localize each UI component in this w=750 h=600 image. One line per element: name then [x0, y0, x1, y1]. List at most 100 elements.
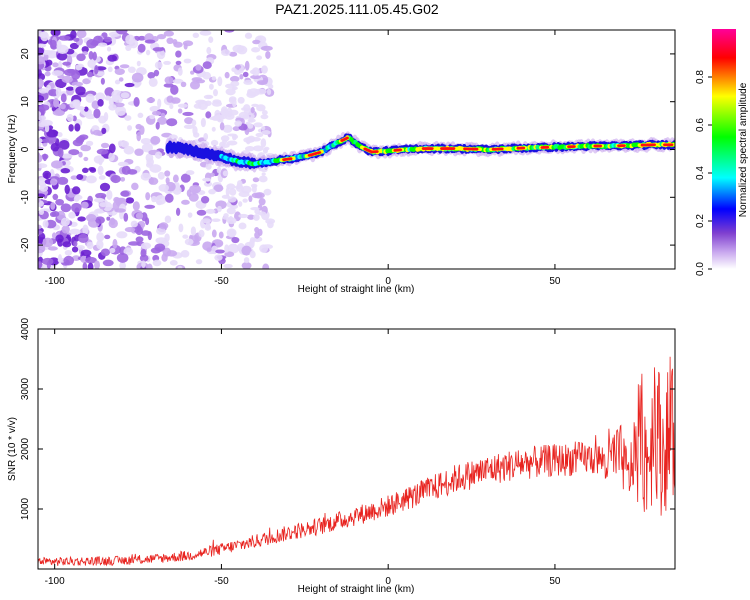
noise-blob [38, 88, 49, 94]
noise-blob [145, 49, 151, 56]
ridge-peak [317, 151, 322, 154]
noise-blob [258, 175, 268, 183]
noise-blob [95, 92, 106, 102]
noise-blob [52, 62, 59, 68]
noise-blob [166, 37, 174, 45]
noise-blob [57, 147, 64, 158]
noise-blob [250, 106, 255, 114]
snr-plot-area [38, 356, 675, 567]
noise-blob [102, 259, 114, 267]
noise-blob [120, 92, 130, 99]
noise-blob [82, 78, 91, 85]
noise-blob [206, 247, 212, 252]
noise-blob [51, 70, 64, 77]
colorbar-tick-label: 0.4 [695, 166, 706, 180]
noise-blob [108, 143, 116, 154]
noise-blob [166, 118, 178, 127]
noise-blob [103, 36, 112, 43]
noise-blob [182, 111, 194, 117]
snr-x-tick-label: -100 [45, 576, 65, 587]
noise-blob [73, 99, 81, 108]
noise-blob [71, 202, 82, 213]
noise-blob [64, 184, 70, 195]
spectrogram-x-tick-label: -50 [214, 276, 229, 287]
noise-blob [165, 177, 170, 185]
ridge-peak [500, 147, 504, 151]
noise-blob [62, 61, 72, 66]
noise-blob [123, 145, 135, 155]
noise-blob [38, 120, 48, 128]
noise-blob [190, 226, 197, 236]
noise-blob [253, 122, 263, 128]
noise-blob [263, 146, 270, 151]
noise-blob [221, 194, 231, 199]
noise-blob [150, 135, 161, 145]
noise-blob [42, 170, 52, 179]
snr-y-tick-label: 4000 [20, 317, 31, 340]
noise-blob [266, 88, 272, 95]
noise-blob [55, 87, 62, 97]
noise-blob [95, 216, 105, 224]
noise-blob [144, 39, 156, 44]
noise-blob [148, 177, 159, 185]
noise-blob [248, 116, 254, 123]
noise-blob [213, 89, 218, 97]
noise-blob [71, 81, 84, 87]
noise-blob [210, 139, 219, 147]
noise-blob [234, 64, 242, 70]
noise-blob [139, 125, 145, 135]
noise-blob [52, 193, 59, 201]
ridge-peak [288, 157, 293, 161]
noise-blob [244, 146, 255, 152]
noise-blob [224, 251, 235, 258]
noise-blob [127, 169, 138, 175]
noise-blob [69, 42, 79, 50]
noise-blob [203, 132, 209, 141]
noise-blob [47, 246, 58, 251]
noise-blob [204, 100, 212, 107]
spectrogram-y-tick-label: 20 [20, 48, 31, 60]
noise-blob [205, 221, 211, 230]
noise-blob [108, 104, 117, 111]
noise-blob [60, 153, 73, 159]
noise-blob [180, 249, 190, 258]
noise-blob [255, 132, 264, 138]
noise-blob [124, 82, 135, 88]
noise-blob [55, 198, 65, 206]
noise-blob [161, 253, 168, 262]
noise-blob [261, 65, 268, 74]
noise-blob [192, 32, 200, 39]
noise-blob [189, 184, 202, 194]
ridge-peak [669, 143, 674, 147]
noise-blob [38, 261, 43, 269]
noise-blob [78, 151, 83, 158]
noise-blob [71, 71, 81, 80]
noise-blob [38, 163, 48, 169]
noise-blob [154, 151, 163, 159]
snr-y-label: SNR (10 * v/v) [7, 417, 18, 481]
noise-blob [85, 175, 97, 184]
noise-blob [141, 260, 146, 268]
noise-blob [177, 103, 188, 108]
noise-blob [251, 47, 261, 53]
noise-blob [95, 208, 103, 214]
noise-blob [38, 137, 43, 144]
noise-blob [169, 260, 178, 266]
noise-blob [217, 114, 227, 120]
colorbar: 0.0 0.2 0.4 0.6 0.8 Normalized spectral ampl… [695, 29, 749, 276]
noise-blob [261, 130, 271, 135]
noise-blob [76, 135, 86, 142]
noise-blob [196, 209, 207, 216]
noise-blob [49, 211, 57, 217]
spectrogram-y-ticks: -20 -10 0 10 20 [20, 48, 675, 252]
noise-blob [202, 71, 212, 80]
noise-blob [202, 61, 212, 69]
noise-blob [50, 39, 57, 49]
snr-y-tick-label: 2000 [20, 437, 31, 460]
noise-blob [60, 93, 67, 103]
noise-blob [157, 116, 168, 125]
ridge-peak [652, 143, 656, 147]
noise-blob [201, 218, 212, 224]
noise-blob [101, 127, 107, 135]
ridge-peak [572, 145, 576, 148]
